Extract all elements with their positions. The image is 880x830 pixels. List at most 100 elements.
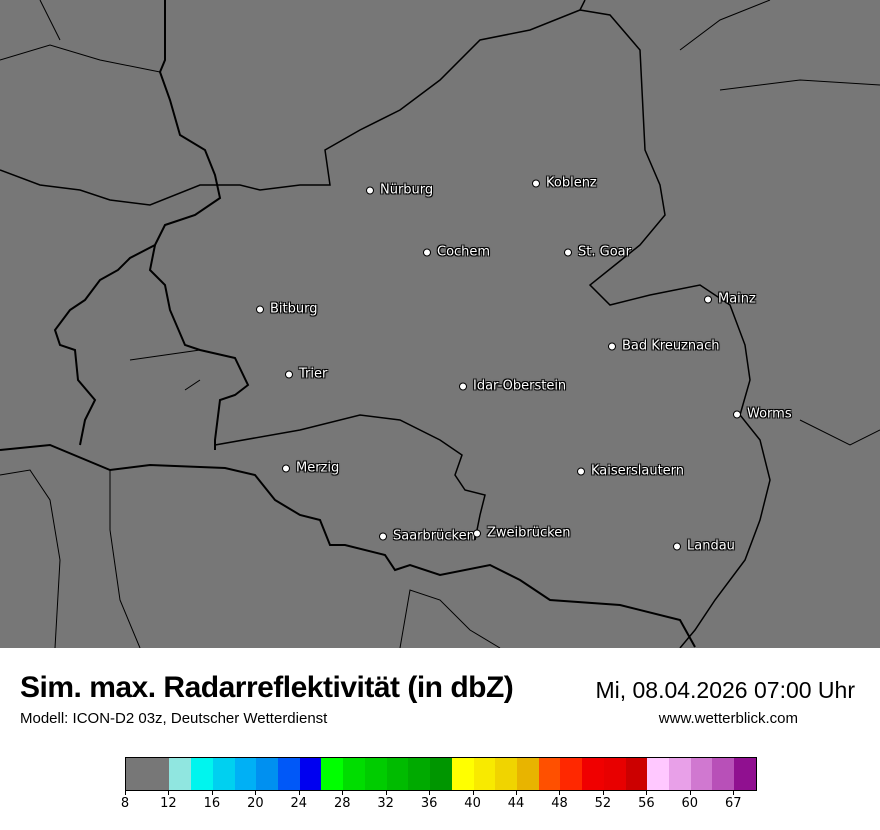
tick-label: 16 <box>203 796 221 811</box>
state-border-north <box>0 0 586 206</box>
colorbar-segment <box>191 758 213 790</box>
colorbar-segment <box>321 758 344 790</box>
map-title: Sim. max. Radarreflektivität (in dbZ) <box>20 671 514 704</box>
colorbar-segment <box>451 758 474 790</box>
city-label: Nürburg <box>380 182 434 198</box>
colorbar-segment <box>560 758 583 790</box>
tick-mark <box>255 790 257 795</box>
colorbar-segment <box>299 758 322 790</box>
city-dot-icon <box>282 464 290 472</box>
tick-label: 28 <box>333 796 351 811</box>
tick-mark <box>559 790 561 795</box>
colorbar-segment <box>278 758 300 790</box>
city-marker: Koblenz <box>532 176 597 191</box>
colorbar-segment <box>734 758 756 790</box>
colorbar-segment <box>408 758 431 790</box>
city-label: Zweibrücken <box>487 525 571 541</box>
tick-mark <box>516 790 518 795</box>
colorbar-segment <box>234 758 257 790</box>
city-dot-icon <box>564 248 572 256</box>
colorbar-segment <box>212 758 235 790</box>
city-dot-icon <box>256 305 264 313</box>
city-dot-icon <box>673 542 681 550</box>
state-border-lux <box>53 0 222 446</box>
tick-mark <box>125 790 126 795</box>
tick-label: 36 <box>420 796 438 811</box>
colorbar-segment <box>386 758 409 790</box>
city-marker: Cochem <box>423 245 490 260</box>
colorbar-segment <box>169 758 192 790</box>
city-dot-icon <box>366 186 374 194</box>
colorbar-segment <box>343 758 365 790</box>
tick-mark <box>342 790 344 795</box>
city-dot-icon <box>423 248 431 256</box>
tick-label: 52 <box>594 796 612 811</box>
city-dot-icon <box>608 342 616 350</box>
city-marker: Merzig <box>282 461 339 476</box>
colorbar-segment <box>647 758 669 790</box>
city-dot-icon <box>704 295 712 303</box>
tick-label: 24 <box>290 796 308 811</box>
colorbar-segment <box>668 758 691 790</box>
city-label: Koblenz <box>546 175 597 191</box>
tick-mark <box>385 790 387 795</box>
tick-label: 8 <box>120 796 130 811</box>
city-label: Landau <box>687 538 735 554</box>
datetime: Mi, 08.04.2026 07:00 Uhr <box>595 677 855 703</box>
city-dot-icon <box>532 179 540 187</box>
colorbar-segment <box>712 758 735 790</box>
colorbar-segment <box>147 758 170 790</box>
city-dot-icon <box>379 532 387 540</box>
tick-label: 56 <box>638 796 655 811</box>
rhine-border <box>579 9 771 648</box>
city-marker: Mainz <box>704 292 756 307</box>
city-marker: Landau <box>673 539 735 554</box>
city-label: Merzig <box>296 460 340 476</box>
city-dot-icon <box>473 529 481 537</box>
city-dot-icon <box>459 382 467 390</box>
border-france <box>0 443 696 648</box>
tick-mark <box>298 790 300 795</box>
colorbar-segment <box>430 758 452 790</box>
colorbar-segment <box>495 758 517 790</box>
city-label: Kaiserslautern <box>591 463 685 479</box>
borders <box>0 0 880 648</box>
colorbar-segment <box>625 758 648 790</box>
colorbar-segment <box>603 758 626 790</box>
city-label: Idar-Oberstein <box>473 378 567 394</box>
city-label: Mainz <box>718 291 756 307</box>
city-label: St. Goar <box>578 244 631 260</box>
city-marker: Saarbrücken <box>379 529 475 544</box>
colorbar-segment <box>473 758 496 790</box>
map[interactable]: Nürburg Koblenz Cochem St. Goar Mainz Bitburg… <box>0 0 880 648</box>
tick-mark <box>602 790 604 795</box>
city-marker: Kaiserslautern <box>577 464 684 479</box>
tick-mark <box>472 790 474 795</box>
tick-mark <box>733 790 735 795</box>
city-label: Bad Kreuznach <box>622 338 720 354</box>
city-marker: St. Goar <box>564 245 631 260</box>
tick-mark <box>168 790 170 795</box>
tick-label: 12 <box>160 796 177 811</box>
tick-label: 67 <box>724 796 742 811</box>
website-link[interactable]: www.wetterblick.com <box>658 710 798 727</box>
city-dot-icon <box>733 410 741 418</box>
colorbar-segment <box>538 758 561 790</box>
tick-mark <box>429 790 431 795</box>
colorbar-segment <box>256 758 279 790</box>
colorbar <box>125 757 757 791</box>
city-marker: Idar-Oberstein <box>459 379 566 394</box>
city-label: Trier <box>299 366 328 382</box>
city-marker: Trier <box>285 367 327 382</box>
tick-label: 44 <box>507 796 525 811</box>
other-borders <box>0 0 880 648</box>
tick-label: 40 <box>464 796 481 811</box>
city-marker: Zweibrücken <box>473 526 570 541</box>
colorbar-segment <box>516 758 539 790</box>
model-info: Modell: ICON-D2 03z, Deutscher Wetterdie… <box>20 710 328 727</box>
colorbar-segment <box>126 758 148 790</box>
colorbar-ticks: 8 12 16 20 24 28 32 36 40 44 48 52 56 60 67 <box>121 790 755 820</box>
city-label: Saarbrücken <box>393 528 475 544</box>
tick-mark <box>211 790 213 795</box>
border-lux-de <box>148 244 250 450</box>
